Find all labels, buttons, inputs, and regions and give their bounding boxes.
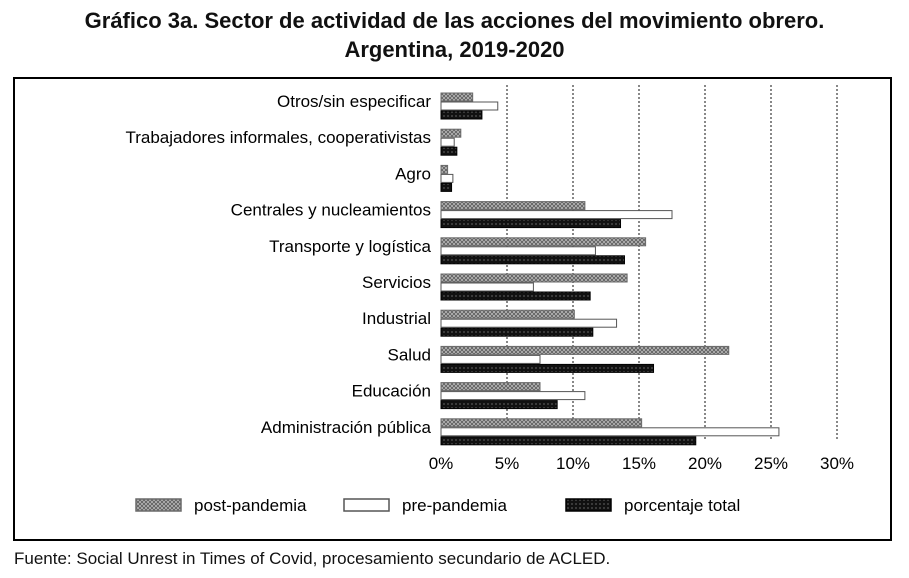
legend: post-pandemia pre-pandemia porcentaje tota… [135,496,740,515]
bar-post-pandemia-0 [440,92,474,102]
source-note: Fuente: Social Unrest in Times of Covid,… [14,549,611,568]
bar-post-pandemia-6 [440,309,575,319]
bar-pre-pandemia-1 [440,137,455,147]
category-label: Centrales y nucleamientos [231,201,431,220]
chart-frame: Otros/sin especificar Trabajadores inform… [13,77,892,541]
x-tick-label: 30% [820,454,854,473]
x-tick-label: 0% [429,454,454,473]
bar-pre-pandemia-0 [440,101,499,111]
bar-post-pandemia-7 [440,345,730,355]
bar-pre-pandemia-2 [440,173,454,183]
bar-porcentaje-total-5 [440,291,591,301]
bar-porcentaje-total-2 [440,182,453,192]
bar-post-pandemia-9 [440,418,643,428]
legend-label: post-pandemia [194,496,307,515]
bar-pre-pandemia-6 [440,318,618,328]
bar-chart: Otros/sin especificar Trabajadores inform… [125,85,854,515]
bar-pre-pandemia-7 [440,354,541,364]
legend-swatch-porcentaje-total [565,498,612,512]
bar-post-pandemia-2 [440,164,449,174]
category-label: Agro [395,164,431,183]
bar-pre-pandemia-4 [440,246,596,256]
category-label: Otros/sin especificar [277,92,431,111]
legend-label: pre-pandemia [402,496,507,515]
bar-porcentaje-total-8 [440,400,558,410]
x-tick-label: 15% [622,454,656,473]
category-label: Administración pública [261,418,432,437]
title-line-2: Argentina, 2019-2020 [344,37,565,62]
x-axis-ticks: 0% 5% 10% 15% 20% 25% 30% [429,454,854,473]
x-tick-label: 5% [495,454,520,473]
bar-porcentaje-total-7 [440,363,655,373]
x-tick-label: 20% [688,454,722,473]
bar-post-pandemia-3 [440,201,586,211]
category-label: Servicios [362,273,431,292]
bar-post-pandemia-5 [440,273,628,283]
bar-pre-pandemia-3 [440,210,673,220]
category-label: Industrial [362,309,431,328]
category-labels: Otros/sin especificar Trabajadores inform… [125,92,431,437]
legend-label: porcentaje total [624,496,740,515]
category-label: Educación [352,382,431,401]
bar-pre-pandemia-9 [440,427,780,437]
x-tick-label: 10% [556,454,590,473]
bar-pre-pandemia-5 [440,282,534,292]
bars [440,92,780,446]
bar-porcentaje-total-9 [440,436,697,446]
category-label: Salud [388,345,431,364]
bar-porcentaje-total-1 [440,146,458,156]
bar-post-pandemia-1 [440,128,462,138]
bar-post-pandemia-4 [440,237,647,247]
category-label: Transporte y logística [269,237,431,256]
bar-post-pandemia-8 [440,382,541,392]
chart-title: Gráfico 3a. Sector de actividad de las a… [0,6,909,64]
bar-porcentaje-total-4 [440,255,625,265]
x-tick-label: 25% [754,454,788,473]
bar-pre-pandemia-8 [440,391,586,401]
bar-porcentaje-total-0 [440,110,483,120]
category-label: Trabajadores informales, cooperativistas [125,128,431,147]
bar-porcentaje-total-3 [440,219,622,229]
legend-swatch-post-pandemia [135,498,182,512]
title-line-1: Gráfico 3a. Sector de actividad de las a… [84,8,825,33]
legend-swatch-pre-pandemia [343,498,390,512]
bar-porcentaje-total-6 [440,327,594,337]
